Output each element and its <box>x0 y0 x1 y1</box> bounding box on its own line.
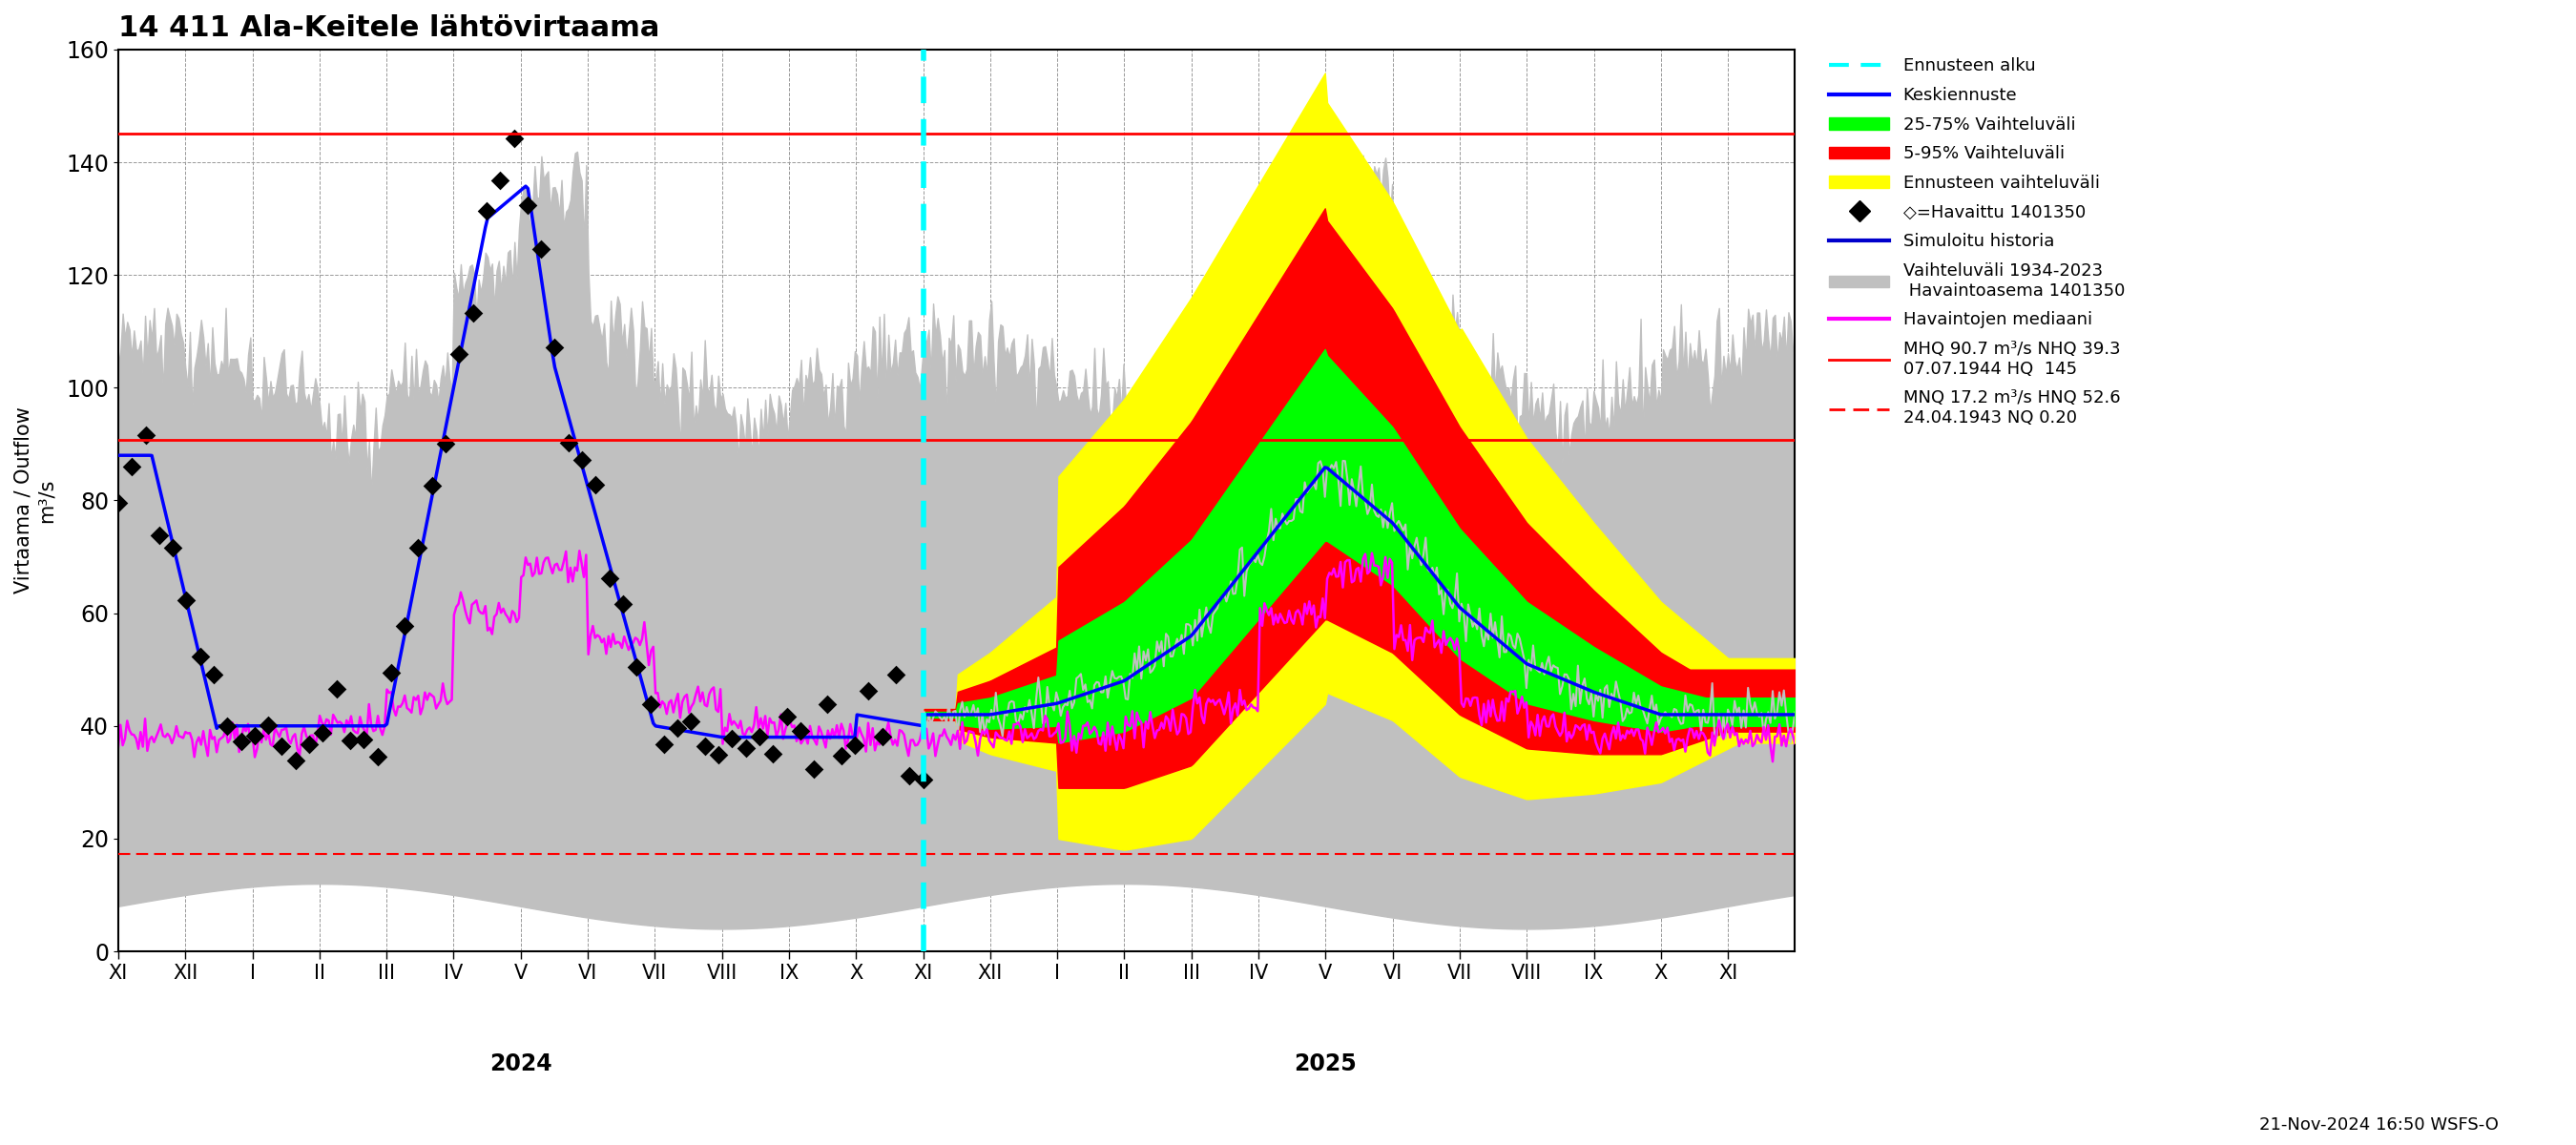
Point <box>152 538 193 556</box>
Point <box>822 747 863 765</box>
Text: 14 411 Ala-Keitele lähtövirtaama: 14 411 Ala-Keitele lähtövirtaama <box>118 14 659 42</box>
Point <box>752 745 793 764</box>
Point <box>343 731 384 749</box>
Point <box>574 475 616 493</box>
Point <box>590 569 631 587</box>
Point <box>644 735 685 753</box>
Point <box>670 712 711 731</box>
Point <box>358 748 399 766</box>
Point <box>698 747 739 765</box>
Point <box>425 435 466 453</box>
Point <box>549 434 590 452</box>
Point <box>247 716 289 734</box>
Point <box>520 240 562 259</box>
Point <box>193 665 234 684</box>
Point <box>371 664 412 682</box>
Point <box>206 718 247 736</box>
Point <box>412 476 453 495</box>
Text: 2025: 2025 <box>1293 1052 1358 1075</box>
Point <box>438 345 479 363</box>
Point <box>835 735 876 753</box>
Point <box>180 647 222 665</box>
Point <box>616 657 657 676</box>
Point <box>479 172 520 190</box>
Point <box>739 727 781 745</box>
Point <box>260 737 301 756</box>
Point <box>492 128 533 147</box>
Point <box>902 771 943 789</box>
Point <box>111 458 152 476</box>
Point <box>793 760 835 779</box>
Point <box>781 721 822 740</box>
Point <box>301 724 343 742</box>
Point <box>453 303 495 322</box>
Point <box>562 451 603 469</box>
Point <box>234 727 276 745</box>
Y-axis label: Virtaama / Outflow
m³/s: Virtaama / Outflow m³/s <box>15 406 57 594</box>
Legend: Ennusteen alku, Keskiennuste, 25-75% Vaihteluväli, 5-95% Vaihteluväli, Ennusteen: Ennusteen alku, Keskiennuste, 25-75% Vai… <box>1821 49 2133 435</box>
Point <box>806 695 848 713</box>
Point <box>289 735 330 753</box>
Point <box>98 493 139 512</box>
Point <box>507 196 549 214</box>
Point <box>124 426 165 444</box>
Point <box>726 740 768 758</box>
Point <box>657 718 698 736</box>
Point <box>384 617 425 635</box>
Point <box>317 679 358 697</box>
Point <box>165 591 206 609</box>
Point <box>629 695 670 713</box>
Point <box>603 594 644 613</box>
Point <box>276 751 317 769</box>
Point <box>860 728 902 747</box>
Text: 21-Nov-2024 16:50 WSFS-O: 21-Nov-2024 16:50 WSFS-O <box>2259 1116 2499 1134</box>
Point <box>848 681 889 700</box>
Text: 2024: 2024 <box>489 1052 551 1075</box>
Point <box>889 767 930 785</box>
Point <box>685 737 726 756</box>
Point <box>533 338 574 356</box>
Point <box>711 729 752 748</box>
Point <box>876 665 917 684</box>
Point <box>330 732 371 750</box>
Point <box>765 708 806 726</box>
Point <box>222 733 263 751</box>
Point <box>397 538 438 556</box>
Point <box>139 527 180 545</box>
Point <box>466 202 507 220</box>
